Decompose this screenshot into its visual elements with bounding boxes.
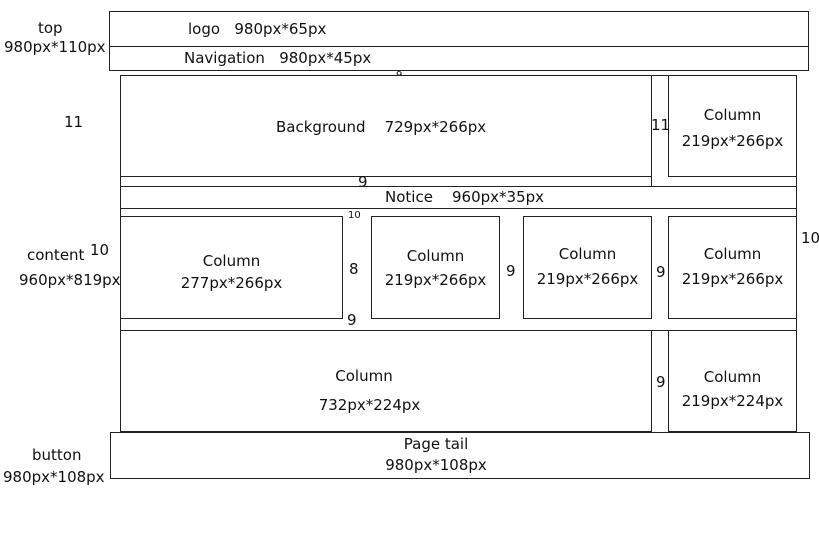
- column-top-right-size: 219px*266px: [681, 132, 784, 150]
- button-size-label: 980px*108px: [3, 468, 105, 486]
- content-gap-label: 10: [90, 241, 110, 259]
- gap-right-edge: 10: [801, 229, 819, 247]
- column-row-3-size: 219px*266px: [536, 270, 639, 288]
- column-row-4-size: 219px*266px: [681, 270, 784, 288]
- logo-block: logo 980px*65px: [109, 11, 809, 47]
- gap-col2-col3: 9: [506, 262, 516, 280]
- bg-gap-line: [651, 75, 652, 186]
- column-top-right-name: Column: [703, 106, 762, 124]
- button-label: button: [32, 446, 82, 464]
- column-row-1: Column 277px*266px: [120, 216, 343, 319]
- gap-bg-column: 11: [651, 116, 671, 134]
- gap-label-left-11: 11: [64, 113, 84, 131]
- column-top-right: Column 219px*266px: [668, 75, 797, 177]
- column-row-2: Column 219px*266px: [371, 216, 500, 319]
- page-tail-block: Page tail 980px*108px: [110, 432, 810, 479]
- column-row-4: Column 219px*266px: [668, 216, 797, 319]
- top-label: top: [38, 19, 63, 37]
- page-tail-name: Page tail: [403, 435, 469, 453]
- column-row-1-name: Column: [202, 252, 261, 270]
- logo-label: logo 980px*65px: [188, 20, 326, 38]
- column-bottom-right: Column 219px*224px: [668, 330, 797, 432]
- column-bottom-left-size: 732px*224px: [318, 396, 421, 414]
- gap-bottom-cols: 9: [656, 373, 666, 391]
- column-row-3: Column 219px*266px: [523, 216, 652, 319]
- column-bottom-right-size: 219px*224px: [681, 392, 784, 410]
- logo-size: 980px*65px: [234, 20, 327, 38]
- navigation-block: Navigation 980px*45px: [109, 46, 809, 71]
- background-block: Background 729px*266px: [120, 75, 652, 177]
- notice-block: Notice 960px*35px: [120, 186, 797, 209]
- gap-col3-col4: 9: [656, 263, 666, 281]
- navigation-size: 980px*45px: [279, 49, 372, 67]
- column-row-1-size: 277px*266px: [180, 274, 283, 292]
- column-bottom-left: Column 732px*224px: [120, 330, 652, 432]
- navigation-name: Navigation: [184, 49, 265, 67]
- page-tail-size: 980px*108px: [385, 456, 487, 474]
- notice-name: Notice: [385, 188, 433, 206]
- column-row-2-name: Column: [406, 247, 465, 265]
- navigation-label: Navigation 980px*45px: [184, 49, 371, 67]
- logo-name: logo: [188, 20, 221, 38]
- column-row-2-size: 219px*266px: [384, 271, 487, 289]
- content-size-label: 960px*819px: [19, 271, 121, 289]
- column-bottom-left-name: Column: [335, 367, 393, 385]
- notice-label: Notice 960px*35px: [385, 188, 544, 206]
- gap-bg-notice: 9: [358, 173, 368, 191]
- background-label: Background 729px*266px: [276, 118, 486, 136]
- top-size-label: 980px*110px: [4, 38, 106, 56]
- column-bottom-right-name: Column: [703, 368, 762, 386]
- background-size: 729px*266px: [384, 118, 487, 136]
- content-label: content: [27, 246, 85, 264]
- background-name: Background: [276, 118, 366, 136]
- notice-size: 960px*35px: [452, 188, 545, 206]
- gap-col1-col2: 8: [349, 260, 359, 278]
- column-row-4-name: Column: [703, 245, 762, 263]
- gap-col1-below: 9: [347, 311, 357, 329]
- gap-notice-row: 10: [348, 210, 361, 221]
- column-row-3-name: Column: [558, 245, 617, 263]
